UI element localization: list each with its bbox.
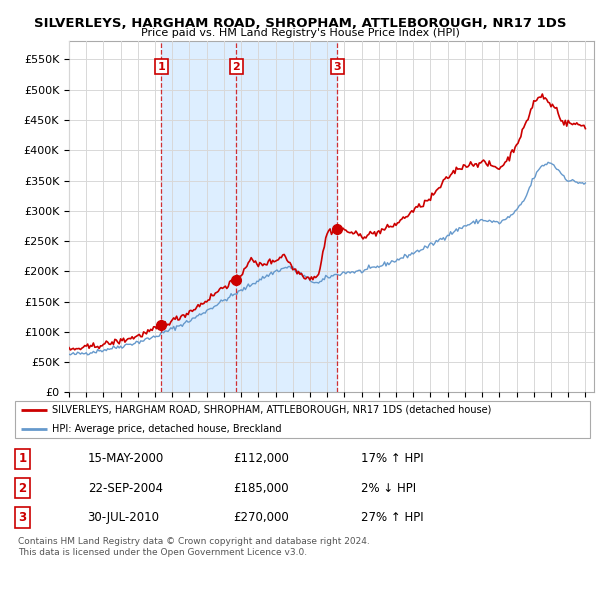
Bar (236, 41, 337, 392)
Text: 3: 3 (19, 511, 26, 524)
Text: 2% ↓ HPI: 2% ↓ HPI (361, 481, 416, 495)
Text: 15-MAY-2000: 15-MAY-2000 (88, 453, 164, 466)
Text: 3: 3 (334, 62, 341, 72)
Text: 2: 2 (19, 481, 26, 495)
Text: This data is licensed under the Open Government Licence v3.0.: This data is licensed under the Open Gov… (18, 548, 307, 556)
Text: 30-JUL-2010: 30-JUL-2010 (88, 511, 160, 524)
Text: HPI: Average price, detached house, Breckland: HPI: Average price, detached house, Brec… (52, 424, 281, 434)
Text: £112,000: £112,000 (233, 453, 289, 466)
Text: 1: 1 (158, 62, 166, 72)
Text: 2: 2 (232, 62, 240, 72)
Text: 22-SEP-2004: 22-SEP-2004 (88, 481, 163, 495)
FancyBboxPatch shape (15, 401, 590, 438)
Text: SILVERLEYS, HARGHAM ROAD, SHROPHAM, ATTLEBOROUGH, NR17 1DS (detached house): SILVERLEYS, HARGHAM ROAD, SHROPHAM, ATTL… (52, 405, 491, 415)
Text: SILVERLEYS, HARGHAM ROAD, SHROPHAM, ATTLEBOROUGH, NR17 1DS: SILVERLEYS, HARGHAM ROAD, SHROPHAM, ATTL… (34, 17, 566, 30)
Text: Price paid vs. HM Land Registry's House Price Index (HPI): Price paid vs. HM Land Registry's House … (140, 28, 460, 38)
Text: Contains HM Land Registry data © Crown copyright and database right 2024.: Contains HM Land Registry data © Crown c… (18, 537, 370, 546)
Text: 17% ↑ HPI: 17% ↑ HPI (361, 453, 424, 466)
Text: 1: 1 (19, 453, 26, 466)
Text: 27% ↑ HPI: 27% ↑ HPI (361, 511, 424, 524)
Bar (161, 41, 236, 392)
Text: £270,000: £270,000 (233, 511, 289, 524)
Text: £185,000: £185,000 (233, 481, 289, 495)
